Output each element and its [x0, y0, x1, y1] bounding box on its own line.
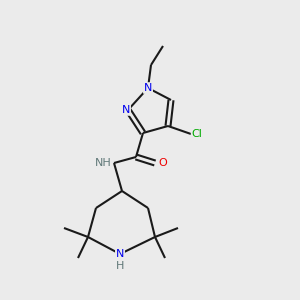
Text: Cl: Cl — [192, 129, 203, 139]
Text: NH: NH — [95, 158, 112, 168]
Text: N: N — [116, 249, 124, 259]
Text: N: N — [122, 105, 130, 115]
Text: N: N — [144, 83, 152, 93]
Text: H: H — [116, 261, 124, 271]
Text: O: O — [159, 158, 167, 168]
